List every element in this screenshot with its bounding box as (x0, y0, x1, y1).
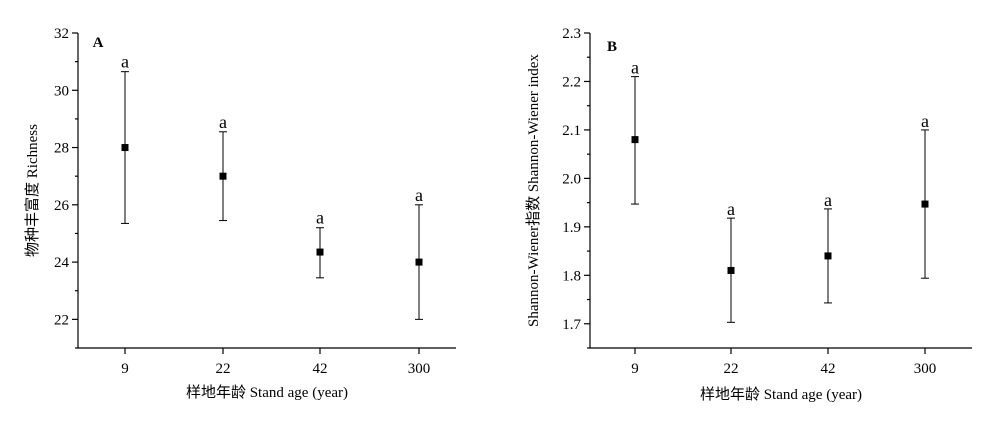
y-tick-label: 2.3 (562, 26, 581, 42)
significance-label: a (121, 52, 129, 72)
y-tick-label: 2.0 (562, 171, 581, 187)
x-tick-label: 42 (313, 361, 328, 377)
significance-label: a (824, 190, 832, 210)
y-tick-label: 2.1 (562, 123, 581, 139)
significance-label: a (415, 185, 423, 205)
y-tick-label: 1.9 (562, 220, 581, 236)
y-tick-label: 30 (54, 83, 69, 99)
data-point (415, 258, 423, 266)
significance-label: a (727, 199, 735, 219)
data-point (631, 136, 639, 144)
data-point (727, 266, 735, 274)
data-point (824, 252, 832, 260)
x-tick-label: 22 (216, 361, 231, 377)
x-tick-label: 22 (724, 361, 739, 377)
x-axis-title: 样地年龄 Stand age (year) (186, 384, 348, 401)
y-tick-label: 1.7 (562, 317, 581, 333)
data-point (219, 172, 227, 180)
x-tick-label: 300 (408, 361, 431, 377)
data-point (921, 200, 929, 208)
x-tick-label: 9 (121, 361, 129, 377)
x-axis-title: 样地年龄 Stand age (year) (700, 386, 862, 403)
y-tick-label: 32 (54, 26, 69, 42)
y-tick-label: 2.2 (562, 74, 581, 90)
significance-label: a (631, 58, 639, 78)
x-tick-label: 42 (821, 361, 836, 377)
x-tick-label: 300 (914, 361, 937, 377)
y-tick-label: 1.8 (562, 268, 581, 284)
y-tick-label: 26 (54, 198, 70, 214)
panel-label: B (607, 39, 617, 55)
significance-label: a (921, 111, 929, 131)
data-point (316, 248, 324, 256)
chart-panel-a: 22 24 26 28 30 32 9 22 42 300 a a a a A 样地年龄 Stand age … (23, 26, 456, 401)
x-tick-label: 9 (631, 361, 639, 377)
y-tick-label: 28 (54, 141, 69, 157)
y-axis-title: 物种丰富度 Richness (23, 124, 41, 257)
significance-label: a (219, 112, 227, 132)
panel-label: A (93, 35, 104, 51)
significance-label: a (316, 208, 324, 228)
data-point (121, 144, 129, 152)
y-tick-label: 22 (54, 312, 69, 328)
y-axis-title: Shannon-Wiener指数 Shannon-Wiener index (525, 54, 542, 327)
y-tick-label: 24 (54, 255, 70, 271)
